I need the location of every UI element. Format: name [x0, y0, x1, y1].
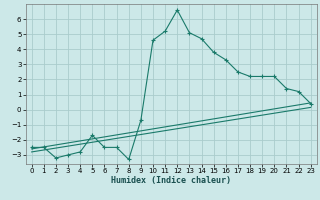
X-axis label: Humidex (Indice chaleur): Humidex (Indice chaleur) — [111, 176, 231, 185]
